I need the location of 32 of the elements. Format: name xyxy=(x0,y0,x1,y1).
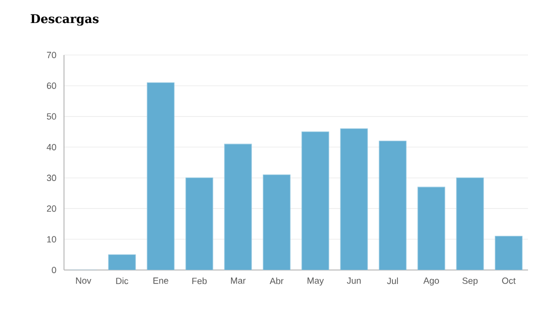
y-tick-label: 20 xyxy=(46,205,56,212)
chart-title: Descargas xyxy=(30,14,99,26)
x-tick-label: Abr xyxy=(270,278,284,284)
x-tick-label: Jul xyxy=(387,278,398,284)
bar xyxy=(224,144,252,270)
bar xyxy=(262,174,290,270)
bar xyxy=(456,178,484,270)
y-tick-label: 70 xyxy=(46,52,56,58)
bar xyxy=(378,140,406,270)
x-tick-label: Ago xyxy=(423,278,439,286)
y-tick-label: 50 xyxy=(46,113,56,120)
y-tick-label: 60 xyxy=(46,82,56,89)
bar xyxy=(494,236,522,270)
bar xyxy=(186,178,214,270)
bar xyxy=(340,128,368,270)
y-tick-label: 30 xyxy=(46,174,56,182)
x-tick-label: Ene xyxy=(153,278,168,284)
bar xyxy=(108,254,136,270)
x-tick-label: Jun xyxy=(346,278,361,284)
x-tick-label: Mar xyxy=(231,278,246,284)
x-tick-label: Oct xyxy=(502,278,516,284)
x-tick-label: Feb xyxy=(192,278,207,284)
bar xyxy=(146,82,174,270)
x-tick-label: Dic xyxy=(116,278,128,284)
bar xyxy=(418,186,446,270)
x-tick-label: May xyxy=(308,278,324,286)
y-tick-label: 10 xyxy=(47,236,56,242)
bar xyxy=(302,131,330,270)
x-tick-label: Sep xyxy=(462,278,478,286)
x-tick-label: Nov xyxy=(76,278,92,284)
y-tick-label: 40 xyxy=(46,144,56,150)
y-tick-label: 0 xyxy=(52,266,56,274)
